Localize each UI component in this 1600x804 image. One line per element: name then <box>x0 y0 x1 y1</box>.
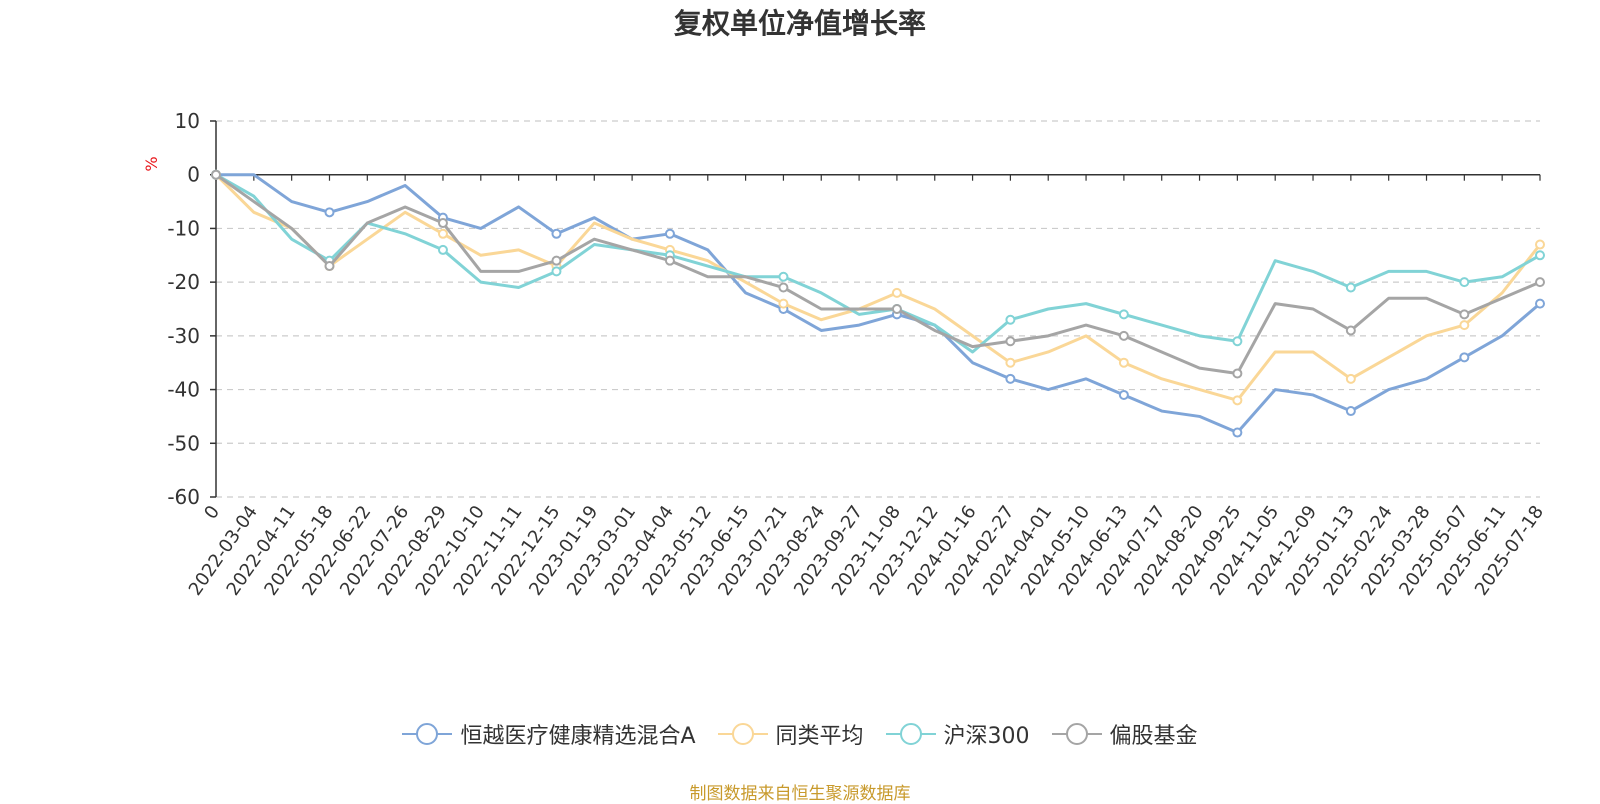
data-point <box>1005 373 1016 384</box>
legend-label: 同类平均 <box>775 724 864 749</box>
data-point <box>437 244 448 255</box>
data-point <box>1005 336 1016 347</box>
data-point <box>1535 239 1545 250</box>
data-point <box>1459 320 1470 331</box>
data-point <box>551 266 562 277</box>
series-line <box>215 173 1541 354</box>
data-point <box>1535 298 1545 309</box>
data-point <box>1232 427 1243 438</box>
legend-marker-icon <box>885 723 936 745</box>
data-point <box>1459 277 1470 288</box>
data-point <box>551 228 562 239</box>
chart-title: 复权单位净值增长率 <box>673 7 926 40</box>
legend-item[interactable]: 恒越医疗健康精选混合A <box>402 718 696 750</box>
data-point <box>778 282 789 293</box>
data-point <box>1118 309 1129 320</box>
data-point <box>324 261 335 272</box>
data-point <box>324 207 335 218</box>
data-point <box>1535 277 1545 288</box>
y-tick-label: 10 <box>175 109 200 133</box>
y-tick-label: -20 <box>167 270 200 294</box>
y-tick-label: -60 <box>167 485 200 509</box>
series-line <box>216 173 1541 435</box>
tick-labels: 100-10-20-30-40-50-60%02022-03-042022-04… <box>142 109 1548 600</box>
data-point <box>664 255 675 266</box>
data-point <box>551 255 562 266</box>
legend-item[interactable]: 沪深300 <box>885 718 1030 750</box>
y-unit-label: % <box>142 156 161 171</box>
y-tick-label: 0 <box>187 163 200 187</box>
data-point <box>778 271 789 282</box>
data-point <box>1535 250 1545 261</box>
grid-lines <box>216 120 1540 498</box>
data-point <box>437 228 448 239</box>
y-tick-label: -40 <box>167 378 200 402</box>
data-point <box>891 287 902 298</box>
data-point <box>437 218 448 229</box>
data-point <box>1459 309 1470 320</box>
data-point <box>1118 330 1129 341</box>
legend-item[interactable]: 同类平均 <box>717 718 864 750</box>
source-note: 制图数据来自恒生聚源数据库 <box>689 784 911 804</box>
series-lines <box>211 169 1545 438</box>
legend-item[interactable]: 偏股基金 <box>1051 718 1198 750</box>
data-point <box>1459 352 1470 363</box>
legend-marker-icon <box>717 723 768 745</box>
legend-label: 恒越医疗健康精选混合A <box>460 724 696 749</box>
data-point <box>1232 395 1243 406</box>
y-tick-label: -30 <box>167 324 200 348</box>
data-point <box>1345 325 1356 336</box>
legend: 恒越医疗健康精选混合A 同类平均 沪深300 偏股基金 <box>0 718 1600 750</box>
data-point <box>1232 368 1243 379</box>
data-point <box>1118 357 1129 368</box>
data-point <box>1232 336 1243 347</box>
series-line <box>215 173 1541 375</box>
x-tick-label: 0 <box>200 502 224 523</box>
legend-marker-icon <box>1051 723 1102 745</box>
data-point <box>1118 389 1129 400</box>
data-point <box>1345 406 1356 417</box>
legend-label: 偏股基金 <box>1109 724 1198 749</box>
legend-marker-icon <box>402 723 453 745</box>
data-point <box>1345 282 1356 293</box>
legend-label: 沪深300 <box>943 724 1030 749</box>
data-point <box>891 304 902 314</box>
data-point <box>1005 314 1016 325</box>
data-point <box>1005 357 1016 368</box>
data-point <box>211 169 221 180</box>
data-point <box>1345 373 1356 384</box>
data-point <box>778 298 789 309</box>
data-point <box>664 228 675 239</box>
y-tick-label: -10 <box>167 216 200 240</box>
series-line <box>214 173 1542 402</box>
y-tick-label: -50 <box>167 431 200 455</box>
